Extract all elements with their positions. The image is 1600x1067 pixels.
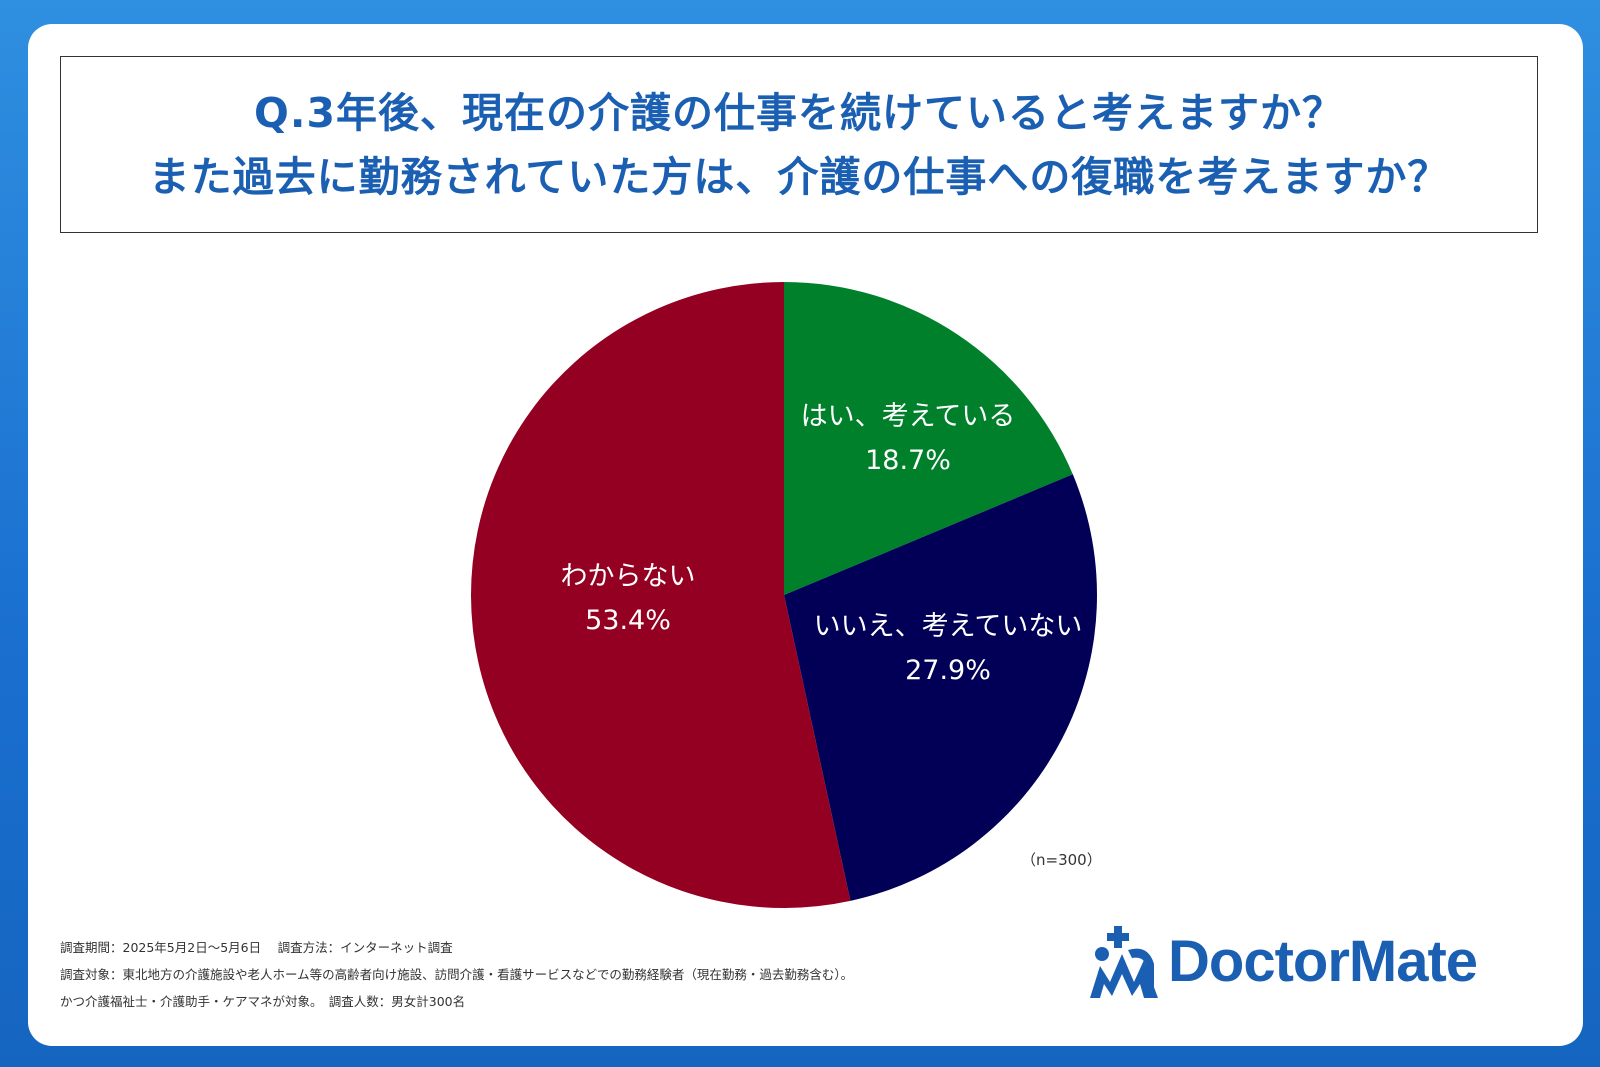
slice-value-label-2: 27.9% bbox=[905, 655, 991, 686]
pie-slice-2 bbox=[784, 474, 1097, 901]
pie-chart: はい、考えている 18.7% いいえ、考えていない 27.9% わからない 53.4% bbox=[470, 282, 1097, 909]
survey-footnotes: 調査期間：2025年5月2日～5月6日 調査方法：インターネット調査 調査対象：… bbox=[60, 934, 853, 1015]
pie-slice-1 bbox=[784, 282, 1073, 595]
slice-label-1: はい、考えている bbox=[801, 401, 1016, 432]
doctormate-logo-icon bbox=[1090, 926, 1158, 998]
pie-slice-3 bbox=[470, 282, 851, 909]
content-card: Q.3年後、現在の介護の仕事を続けていると考えますか？ また過去に勤務されていた… bbox=[28, 24, 1583, 1046]
title-line-2: また過去に勤務されていた方は、介護の仕事への復職を考えますか？ bbox=[148, 152, 1450, 201]
footnote-line-2: 調査対象：東北地方の介護施設や老人ホーム等の高齢者向け施設、訪問介護・看護サービ… bbox=[60, 967, 854, 982]
title-box: Q.3年後、現在の介護の仕事を続けていると考えますか？ また過去に勤務されていた… bbox=[60, 56, 1538, 233]
logo-text: DoctorMate bbox=[1168, 928, 1478, 994]
title-line-1: Q.3年後、現在の介護の仕事を続けていると考えますか？ bbox=[254, 88, 1344, 137]
slice-label-3: わからない bbox=[561, 561, 696, 592]
doctormate-logo: DoctorMate bbox=[1088, 924, 1478, 998]
sample-size-label: （n=300） bbox=[1021, 851, 1102, 869]
slice-value-label-3: 53.4% bbox=[585, 605, 671, 636]
slice-value-label-1: 18.7% bbox=[865, 445, 951, 476]
footnote-line-3: かつ介護福祉士・介護助手・ケアマネが対象。 調査人数：男女計300名 bbox=[60, 994, 466, 1009]
slice-label-2: いいえ、考えていない bbox=[814, 611, 1083, 642]
footnote-line-1: 調査期間：2025年5月2日～5月6日 調査方法：インターネット調査 bbox=[60, 940, 453, 955]
